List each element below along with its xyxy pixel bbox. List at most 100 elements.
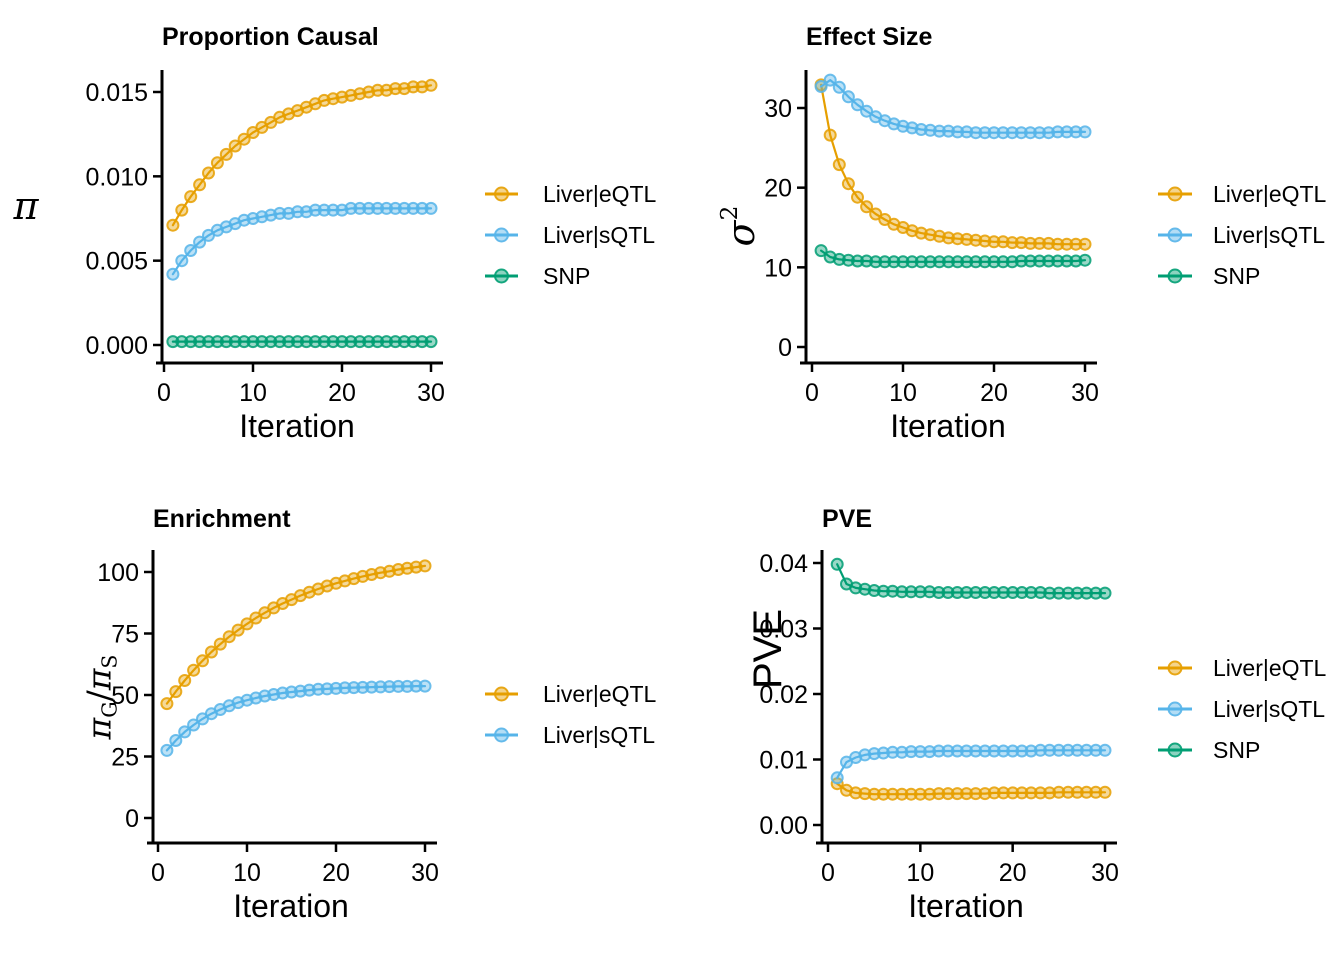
data-point <box>1006 786 1020 800</box>
data-point <box>184 335 198 349</box>
data-point <box>1061 743 1075 757</box>
data-point <box>1069 125 1083 139</box>
y-tick-label: 0 <box>778 334 792 362</box>
data-point <box>969 744 983 758</box>
data-point <box>184 190 198 204</box>
data-point <box>941 586 955 599</box>
y-tick-label: 0.015 <box>85 79 148 107</box>
legend: Liver|eQTL Liver|sQTL <box>485 681 657 748</box>
data-point <box>246 335 260 349</box>
data-point <box>418 679 432 693</box>
data-point <box>273 206 287 220</box>
y-axis-label-part: π <box>13 184 40 228</box>
legend-item: SNP <box>1158 737 1260 763</box>
data-point <box>830 557 844 571</box>
x-tick-label: 30 <box>411 859 439 887</box>
data-point <box>1078 253 1092 267</box>
y-axis-label-part: / <box>80 689 119 701</box>
data-point <box>397 335 411 349</box>
data-point <box>424 201 438 215</box>
data-point <box>166 218 180 232</box>
legend-item: Liver|eQTL <box>1158 181 1327 207</box>
y-tick-label: 50 <box>111 682 139 710</box>
data-point <box>1042 254 1056 268</box>
data-point <box>823 73 837 87</box>
data-point <box>1033 786 1047 800</box>
legend-item: SNP <box>485 263 590 289</box>
legend-label: SNP <box>1213 737 1260 763</box>
y-tick-label: 0 <box>125 805 139 833</box>
data-point <box>858 582 872 596</box>
y-axis-label-part: S <box>98 655 122 669</box>
y-tick-label: 30 <box>764 95 792 123</box>
data-point <box>1060 237 1074 251</box>
y-tick-label: 0.010 <box>85 163 148 191</box>
data-point <box>869 255 883 269</box>
x-tick-label: 10 <box>233 859 261 887</box>
legend-label: Liver|sQTL <box>1213 696 1325 722</box>
data-point <box>1014 236 1028 250</box>
data-point <box>329 681 343 695</box>
data-point <box>1023 254 1037 268</box>
legend: Liver|eQTL Liver|sQTL SNP <box>1158 655 1327 763</box>
data-point <box>1080 743 1093 757</box>
data-point <box>1052 785 1066 799</box>
y-tick-label: 0.005 <box>85 248 148 276</box>
data-point <box>969 126 983 140</box>
data-point <box>987 786 1001 800</box>
data-point <box>823 128 837 142</box>
data-point <box>960 255 974 269</box>
data-point <box>895 745 909 759</box>
x-tick-label: 0 <box>821 859 835 887</box>
data-point <box>932 124 946 138</box>
data-point <box>1080 785 1093 799</box>
data-point <box>273 335 287 349</box>
data-point <box>193 178 207 192</box>
data-point <box>914 255 928 269</box>
data-point <box>299 335 313 349</box>
data-point <box>237 335 251 349</box>
legend-key-point <box>494 727 509 743</box>
data-point <box>904 745 918 759</box>
data-point <box>932 744 946 758</box>
y-tick-label: 0.03 <box>759 616 808 644</box>
data-point <box>858 748 872 762</box>
y-tick-label: 0.02 <box>759 681 808 709</box>
legend-key-point <box>494 686 509 702</box>
data-point <box>166 267 180 281</box>
legend-key-point <box>1167 660 1183 676</box>
data-point <box>978 234 992 248</box>
data-point <box>851 190 864 204</box>
data-point <box>1005 236 1019 250</box>
data-point <box>849 786 863 800</box>
data-point <box>362 335 376 349</box>
series-liver-sqtl <box>166 201 438 281</box>
data-point <box>942 231 955 245</box>
data-point <box>832 158 846 172</box>
panel-effect-size: Effect Size 0 10 20 30 0 10 20 30 Iteration σ2 Live… <box>715 23 1326 444</box>
data-point <box>1005 126 1019 140</box>
x-tick-label: 20 <box>999 859 1027 887</box>
data-point <box>969 787 983 801</box>
data-point <box>338 681 352 695</box>
data-point <box>193 235 207 249</box>
data-point <box>406 335 420 349</box>
x-axis-label: Iteration <box>233 888 349 924</box>
data-point <box>1033 236 1046 250</box>
series-liver-eqtl <box>166 78 438 232</box>
x-tick-label: 20 <box>322 859 350 887</box>
data-point <box>860 200 874 214</box>
data-point <box>388 335 402 349</box>
data-point <box>830 771 844 785</box>
data-point <box>860 254 874 268</box>
data-point <box>415 335 429 349</box>
data-point <box>841 90 855 104</box>
data-point <box>1098 743 1112 757</box>
y-axis-label-part: π <box>80 716 119 740</box>
series-snp <box>166 335 438 349</box>
data-point <box>308 203 322 217</box>
data-point <box>1024 586 1038 599</box>
x-tick-label: 0 <box>151 859 165 887</box>
series-liver-eqtl <box>160 559 432 711</box>
